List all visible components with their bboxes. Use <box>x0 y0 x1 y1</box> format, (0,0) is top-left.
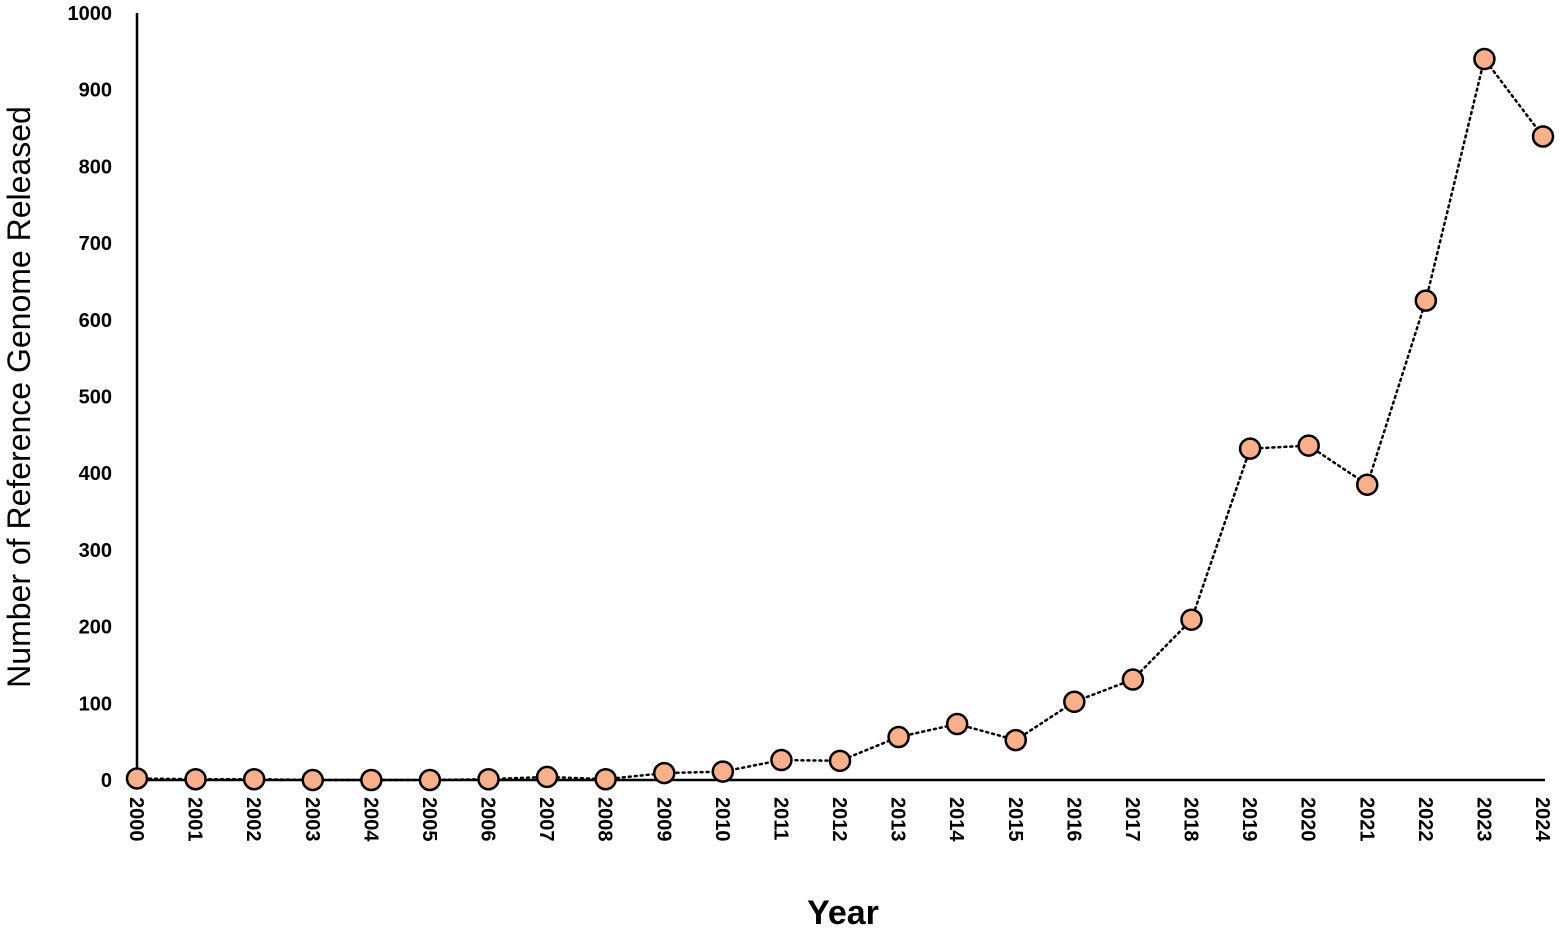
x-tick-label: 2007 <box>535 797 557 842</box>
data-point-2010 <box>711 760 735 783</box>
data-point-2011 <box>770 748 793 772</box>
data-point-2008 <box>594 767 617 791</box>
series-markers <box>125 47 1555 792</box>
x-tick-labels: 2000 2001 2002 2003 2004 2005 2006 2007 2008 2009… <box>125 797 1553 842</box>
x-tick-label: 2017 <box>1121 797 1143 842</box>
data-point-2022 <box>1414 289 1438 312</box>
x-tick-label: 2022 <box>1414 797 1436 842</box>
axes <box>135 13 1545 782</box>
x-tick-label: 2015 <box>1004 797 1026 842</box>
x-tick-label: 2020 <box>1297 797 1319 842</box>
x-tick-label: 2021 <box>1355 797 1377 842</box>
x-tick-label: 2005 <box>418 797 440 842</box>
x-tick-label: 2018 <box>1180 797 1202 842</box>
data-point-2020 <box>1297 434 1320 457</box>
x-tick-label: 2008 <box>594 797 616 842</box>
x-tick-label: 2019 <box>1238 797 1260 842</box>
x-tick-label: 2013 <box>887 797 909 842</box>
y-tick-label: 0 <box>101 770 112 792</box>
y-tick-label: 300 <box>79 540 112 562</box>
y-tick-label: 400 <box>79 463 112 485</box>
y-axis-title: Number of Reference Genome Released <box>1 106 37 688</box>
data-point-2003 <box>301 768 324 792</box>
x-tick-label: 2002 <box>242 797 264 842</box>
data-point-2023 <box>1473 47 1496 71</box>
x-tick-label: 2010 <box>711 797 733 842</box>
y-tick-label: 700 <box>79 233 112 255</box>
y-tick-label: 600 <box>79 310 112 332</box>
data-point-2006 <box>477 767 500 791</box>
data-point-2009 <box>653 761 676 785</box>
data-point-2004 <box>360 768 383 792</box>
x-tick-label: 2000 <box>125 797 147 842</box>
data-point-2015 <box>1004 728 1027 752</box>
x-tick-label: 2009 <box>652 797 674 842</box>
y-tick-label: 900 <box>79 80 112 102</box>
x-tick-label: 2014 <box>945 797 967 842</box>
data-point-2001 <box>184 767 207 791</box>
x-tick-label: 2024 <box>1531 797 1553 842</box>
data-point-2000 <box>125 767 149 790</box>
y-tick-label: 1000 <box>68 3 113 25</box>
data-point-2018 <box>1180 608 1203 631</box>
y-tick-label: 800 <box>79 156 112 178</box>
data-point-2019 <box>1238 437 1262 460</box>
x-tick-label: 2011 <box>769 797 791 840</box>
data-point-2021 <box>1356 473 1379 496</box>
series-line <box>135 56 1545 782</box>
data-point-2017 <box>1121 668 1145 691</box>
x-tick-label: 2023 <box>1472 797 1494 842</box>
data-point-2013 <box>887 725 910 749</box>
x-tick-label: 2016 <box>1062 797 1084 842</box>
y-tick-label: 200 <box>79 617 112 639</box>
y-tick-label: 500 <box>79 387 112 409</box>
x-tick-label: 2003 <box>301 797 323 842</box>
x-tick-label: 2012 <box>828 797 850 842</box>
data-point-2007 <box>535 765 559 789</box>
data-point-2005 <box>418 768 442 792</box>
y-tick-label: 100 <box>79 693 112 715</box>
data-point-2016 <box>1063 690 1086 714</box>
x-tick-label: 2004 <box>359 797 381 842</box>
x-tick-label: 2001 <box>184 797 206 842</box>
x-tick-label: 2006 <box>477 797 499 842</box>
data-point-2012 <box>828 749 852 773</box>
data-point-2024 <box>1531 125 1555 148</box>
y-tick-labels: 0 100 200 300 400 500 600 700 800 900 1000 <box>68 3 113 792</box>
data-point-2014 <box>945 712 969 736</box>
data-point-2002 <box>242 767 266 791</box>
x-axis-title: Year <box>807 894 879 931</box>
